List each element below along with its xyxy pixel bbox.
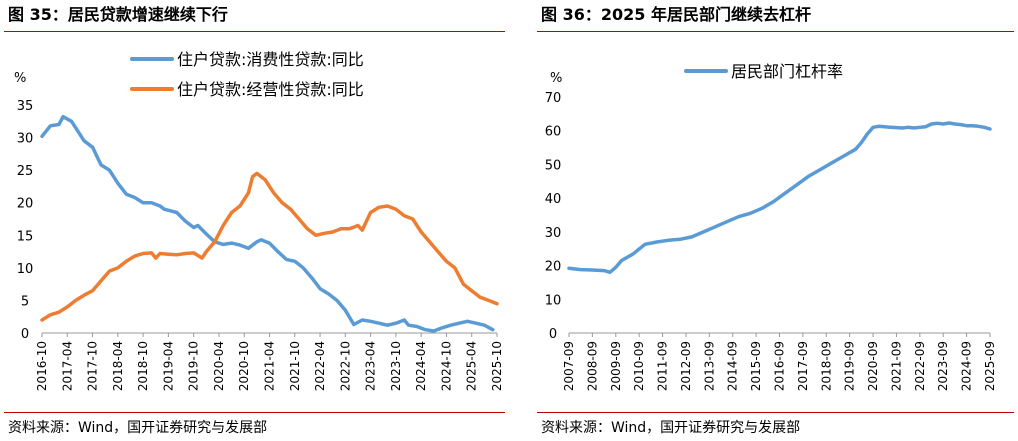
right-y-tick-label: 20	[545, 260, 562, 275]
left-line-chart: % 0 5 10 15 20 25 30 35 2016-10 2017-04 2017-10 2018…	[14, 50, 504, 391]
right-source-rule	[537, 412, 1014, 413]
right-title-rule	[537, 31, 1014, 32]
left-x-tick-label: 2022-04	[313, 341, 327, 391]
left-x-tick-label: 2021-04	[263, 341, 277, 391]
right-x-tick-label: 2024-09	[960, 341, 974, 391]
left-x-tick-label: 2024-04	[414, 341, 428, 391]
right-x-tick-label: 2019-09	[843, 341, 857, 391]
left-x-tick-label: 2020-04	[212, 341, 226, 391]
right-x-tick-label: 2023-09	[936, 341, 950, 391]
right-y-axis-unit: %	[550, 71, 562, 86]
right-x-tick-label: 2012-09	[679, 341, 693, 391]
left-x-tick-label: 2017-10	[86, 341, 100, 391]
left-y-tick-label: 10	[17, 262, 34, 277]
left-y-tick-label: 20	[17, 197, 34, 212]
left-legend-label-1: 住户贷款:消费性贷款:同比	[177, 50, 364, 69]
left-x-tick-label: 2021-10	[288, 341, 302, 391]
right-x-tick-label: 2007-09	[562, 341, 576, 391]
right-y-tick-label: 40	[545, 192, 562, 207]
left-series-line-1	[40, 114, 495, 333]
right-chart-title: 图 36：2025 年居民部门继续去杠杆	[541, 5, 811, 24]
right-x-tick-label: 2008-09	[585, 341, 599, 391]
left-y-tick-label: 30	[17, 132, 34, 147]
right-y-tick-label: 70	[545, 91, 562, 106]
right-x-tick-label: 2022-09	[913, 341, 927, 391]
right-y-tick-label: 50	[545, 158, 562, 173]
right-x-tick-label: 2014-09	[726, 341, 740, 391]
left-y-tick-label: 35	[17, 99, 34, 114]
left-x-tick-label: 2019-10	[187, 341, 201, 391]
left-x-tick-label: 2023-10	[389, 341, 403, 391]
right-x-tick-label: 2015-09	[749, 341, 763, 391]
left-source-rule	[4, 412, 505, 413]
right-x-tick-label: 2011-09	[656, 341, 670, 391]
left-x-tick-label: 2023-04	[364, 341, 378, 391]
left-title-rule	[4, 31, 505, 32]
left-legend-label-2: 住户贷款:经营性贷款:同比	[177, 80, 364, 99]
left-x-tick-label: 2018-04	[111, 341, 125, 391]
right-x-tick-label: 2013-09	[702, 341, 716, 391]
left-y-tick-label: 5	[21, 294, 29, 309]
right-y-tick-label: 30	[545, 226, 562, 241]
right-series-line-1	[567, 121, 992, 275]
left-series-line-2	[40, 171, 499, 322]
left-x-tick-label: 2024-10	[439, 341, 453, 391]
left-x-tick-label: 2025-04	[465, 341, 479, 391]
right-legend-label-1: 居民部门杠杆率	[731, 62, 843, 81]
left-x-tick-label: 2020-10	[237, 341, 251, 391]
left-source-note: 资料来源：Wind，国开证券研究与发展部	[8, 420, 268, 436]
right-x-tick-label: 2009-09	[609, 341, 623, 391]
left-y-tick-label: 25	[17, 164, 34, 179]
right-y-tick-label: 60	[545, 125, 562, 140]
left-x-tick-label: 2016-10	[35, 341, 49, 391]
right-line-chart: % 0 10 20 30 40 50 60 70 2007-09 2008-09 2009-09 201…	[545, 62, 997, 391]
right-y-tick-label: 10	[545, 293, 562, 308]
left-x-tick-label: 2022-10	[338, 341, 352, 391]
left-chart-title: 图 35：居民贷款增速继续下行	[8, 5, 228, 24]
left-x-tick-label: 2025-10	[490, 341, 504, 391]
right-source-note: 资料来源：Wind，国开证券研究与发展部	[541, 420, 801, 436]
right-x-tick-label: 2017-09	[796, 341, 810, 391]
right-y-tick-label: 0	[549, 327, 557, 342]
left-y-tick-label: 15	[17, 229, 34, 244]
left-y-tick-label: 0	[21, 327, 29, 342]
left-x-tick-label: 2019-04	[161, 341, 175, 391]
left-x-tick-label: 2017-04	[60, 341, 74, 391]
right-x-tick-label: 2021-09	[889, 341, 903, 391]
right-x-tick-label: 2010-09	[632, 341, 646, 391]
left-x-tick-label: 2018-10	[136, 341, 150, 391]
right-x-tick-label: 2025-09	[983, 341, 997, 391]
right-x-tick-label: 2020-09	[866, 341, 880, 391]
right-x-tick-label: 2016-09	[773, 341, 787, 391]
right-x-tick-label: 2018-09	[819, 341, 833, 391]
left-y-axis-unit: %	[14, 71, 26, 86]
